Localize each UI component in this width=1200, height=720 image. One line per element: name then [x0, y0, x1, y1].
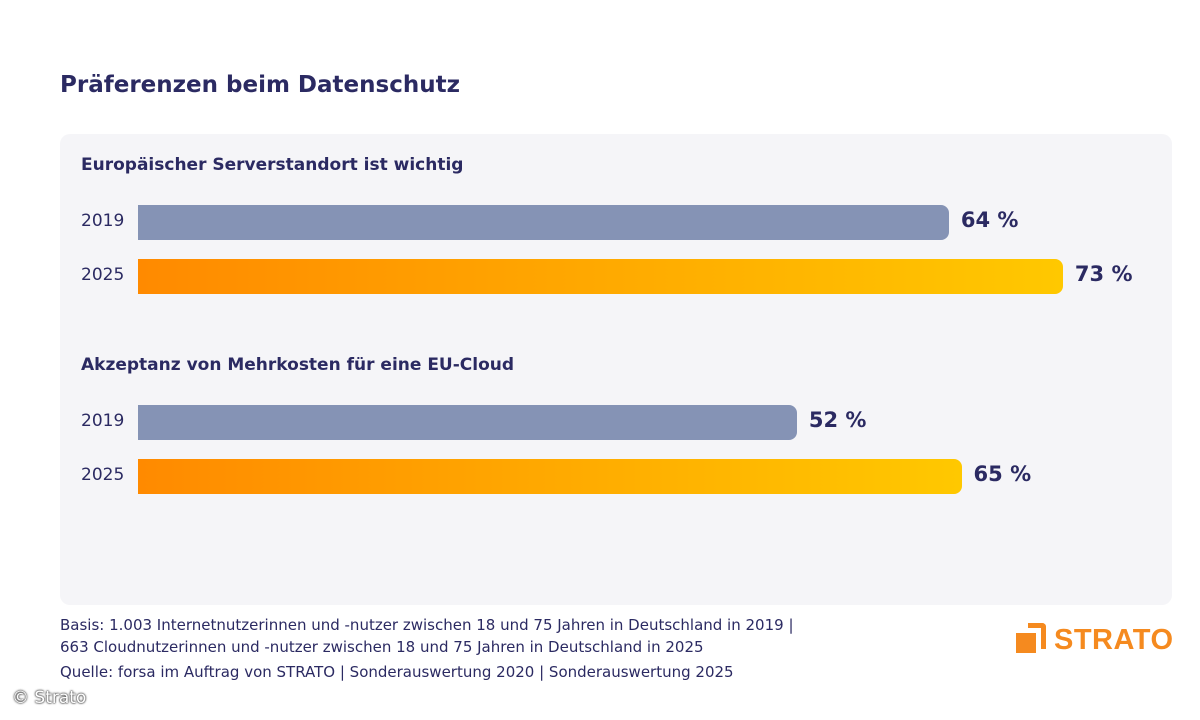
value-label: 64 % — [960, 208, 1019, 232]
value-label: 73 % — [1074, 262, 1133, 286]
value-label: 52 % — [808, 408, 867, 432]
year-label: 2025 — [81, 465, 125, 485]
footer-basis-line1: Basis: 1.003 Internetnutzerinnen und -nu… — [60, 616, 794, 634]
bar-2019 — [138, 205, 949, 240]
year-label: 2019 — [81, 211, 125, 231]
group-title: Akzeptanz von Mehrkosten für eine EU-Clo… — [81, 355, 515, 375]
year-label: 2019 — [81, 411, 125, 431]
logo-wordmark: STRATO — [1054, 624, 1174, 656]
copyright: © Strato — [12, 688, 87, 708]
footer-source: Quelle: forsa im Auftrag von STRATO | So… — [60, 663, 734, 681]
value-label: 65 % — [973, 462, 1032, 486]
group-title: Europäischer Serverstandort ist wichtig — [81, 155, 464, 175]
bar-2025 — [138, 259, 1063, 294]
bar-2019 — [138, 405, 797, 440]
bar-2025 — [138, 459, 962, 494]
footer-basis-line2: 663 Cloudnutzerinnen und -nutzer zwische… — [60, 638, 704, 656]
chart-title: Präferenzen beim Datenschutz — [60, 72, 460, 98]
logo-bracket-icon — [1028, 623, 1046, 649]
year-label: 2025 — [81, 265, 125, 285]
